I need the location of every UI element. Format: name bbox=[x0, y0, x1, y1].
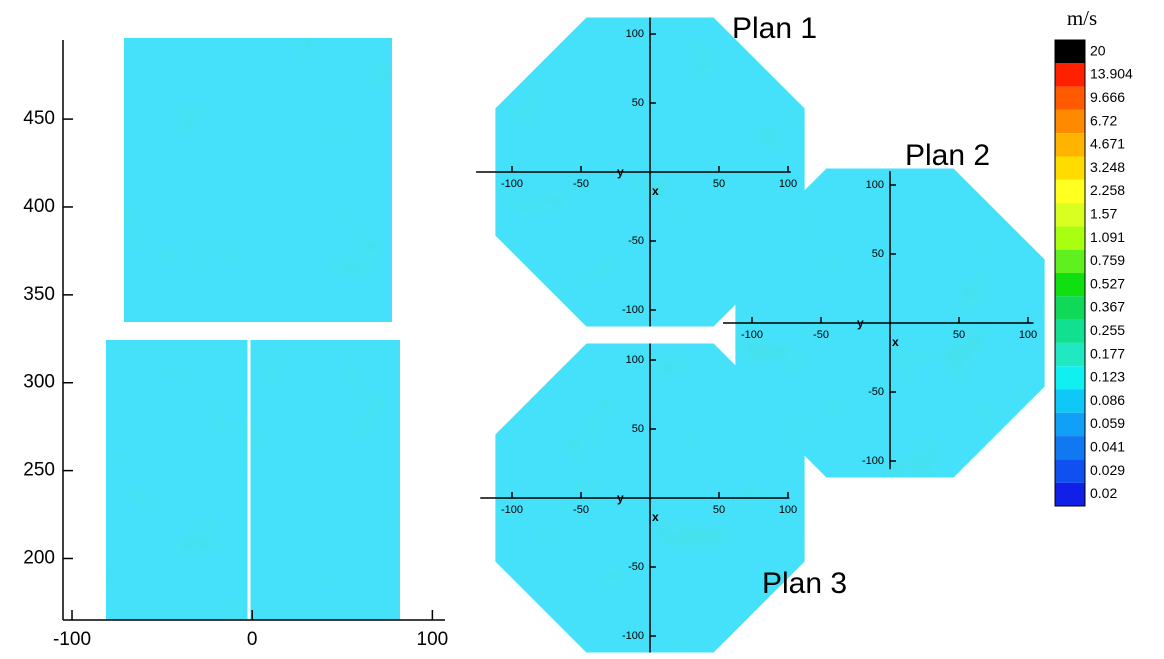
level-label: 0.123 bbox=[1090, 369, 1125, 385]
y-tick-label: -50 bbox=[628, 561, 644, 573]
color-band bbox=[1055, 412, 1085, 437]
level-label: 13.904 bbox=[1090, 66, 1133, 82]
y-tick-label: 450 bbox=[23, 108, 55, 129]
color-band bbox=[1055, 459, 1085, 483]
color-band bbox=[1055, 40, 1085, 64]
y-tick-label: 100 bbox=[626, 28, 644, 40]
color-band bbox=[1055, 109, 1085, 134]
y-tick-label: 50 bbox=[632, 97, 644, 109]
x-tick-label: 50 bbox=[953, 329, 965, 341]
y-tick-label: 200 bbox=[23, 548, 55, 569]
contour-field bbox=[124, 38, 392, 322]
y-axis-label: y bbox=[857, 316, 864, 330]
level-label: 1.091 bbox=[1090, 229, 1125, 245]
color-band bbox=[1055, 133, 1085, 157]
x-axis-label: x bbox=[652, 184, 659, 198]
color-band bbox=[1055, 436, 1085, 460]
x-tick-label: 100 bbox=[417, 629, 449, 650]
colorbar-title: m/s bbox=[1067, 6, 1097, 30]
level-label: 0.059 bbox=[1090, 415, 1125, 431]
x-tick-label: -100 bbox=[501, 504, 523, 516]
y-axis-label: y bbox=[617, 165, 624, 179]
color-band bbox=[1055, 203, 1085, 227]
plan-title: Plan 3 bbox=[762, 567, 847, 600]
x-tick-label: -50 bbox=[573, 504, 589, 516]
color-band bbox=[1055, 319, 1085, 343]
color-band bbox=[1055, 366, 1085, 390]
x-tick-label: 100 bbox=[779, 178, 797, 190]
color-band bbox=[1055, 273, 1085, 297]
x-tick-label: -100 bbox=[501, 178, 523, 190]
y-tick-label: -100 bbox=[622, 630, 644, 642]
y-tick-label: 50 bbox=[872, 248, 884, 260]
color-band bbox=[1055, 156, 1085, 180]
level-label: 0.041 bbox=[1090, 438, 1125, 454]
plan-title: Plan 2 bbox=[905, 139, 990, 172]
x-tick-label: 100 bbox=[779, 504, 797, 516]
level-label: 2.258 bbox=[1090, 182, 1125, 198]
field-texture bbox=[106, 340, 400, 620]
y-tick-label: 300 bbox=[23, 372, 55, 393]
level-label: 0.367 bbox=[1090, 299, 1125, 315]
x-tick-label: -50 bbox=[813, 329, 829, 341]
level-label: 0.527 bbox=[1090, 275, 1125, 291]
color-band bbox=[1055, 86, 1085, 110]
y-tick-label: 100 bbox=[866, 179, 884, 191]
x-axis-label: x bbox=[892, 335, 899, 349]
y-tick-label: -50 bbox=[628, 235, 644, 247]
y-tick-label: -100 bbox=[622, 304, 644, 316]
y-tick-label: 50 bbox=[632, 423, 644, 435]
field-texture bbox=[124, 38, 392, 322]
level-label: 1.57 bbox=[1090, 205, 1117, 221]
y-tick-label: 100 bbox=[626, 354, 644, 366]
x-axis-label: x bbox=[652, 510, 659, 524]
color-band bbox=[1055, 179, 1085, 204]
level-label: 4.671 bbox=[1090, 136, 1125, 152]
colorbar-frame bbox=[1054, 39, 1086, 507]
level-label: 0.759 bbox=[1090, 252, 1125, 268]
x-tick-label: 50 bbox=[713, 504, 725, 516]
x-tick-label: 50 bbox=[713, 178, 725, 190]
level-label: 0.177 bbox=[1090, 345, 1125, 361]
level-label: 3.248 bbox=[1090, 159, 1125, 175]
y-tick-label: 250 bbox=[23, 460, 55, 481]
color-band bbox=[1055, 226, 1085, 250]
level-label: 0.029 bbox=[1090, 462, 1125, 478]
x-tick-label: -50 bbox=[573, 178, 589, 190]
level-label: 6.72 bbox=[1090, 112, 1117, 128]
x-tick-label: 0 bbox=[247, 629, 258, 650]
x-tick-label: -100 bbox=[741, 329, 763, 341]
y-tick-label: -50 bbox=[868, 386, 884, 398]
color-band bbox=[1055, 342, 1085, 367]
y-axis-label: y bbox=[617, 491, 624, 505]
color-band bbox=[1055, 63, 1085, 87]
x-tick-label: 100 bbox=[1019, 329, 1037, 341]
level-label: 0.02 bbox=[1090, 485, 1117, 501]
contour-field bbox=[106, 340, 400, 620]
y-tick-label: 400 bbox=[23, 196, 55, 217]
level-label: 20 bbox=[1090, 42, 1106, 58]
y-tick-label: 350 bbox=[23, 284, 55, 305]
y-tick-label: -100 bbox=[862, 455, 884, 467]
level-label: 0.255 bbox=[1090, 322, 1125, 338]
x-tick-label: -100 bbox=[53, 629, 91, 650]
plan-title: Plan 1 bbox=[732, 12, 817, 45]
color-band bbox=[1055, 249, 1085, 273]
level-label: 9.666 bbox=[1090, 89, 1125, 105]
color-band bbox=[1055, 296, 1085, 320]
color-band bbox=[1055, 482, 1085, 506]
color-band bbox=[1055, 389, 1085, 413]
level-label: 0.086 bbox=[1090, 392, 1125, 408]
